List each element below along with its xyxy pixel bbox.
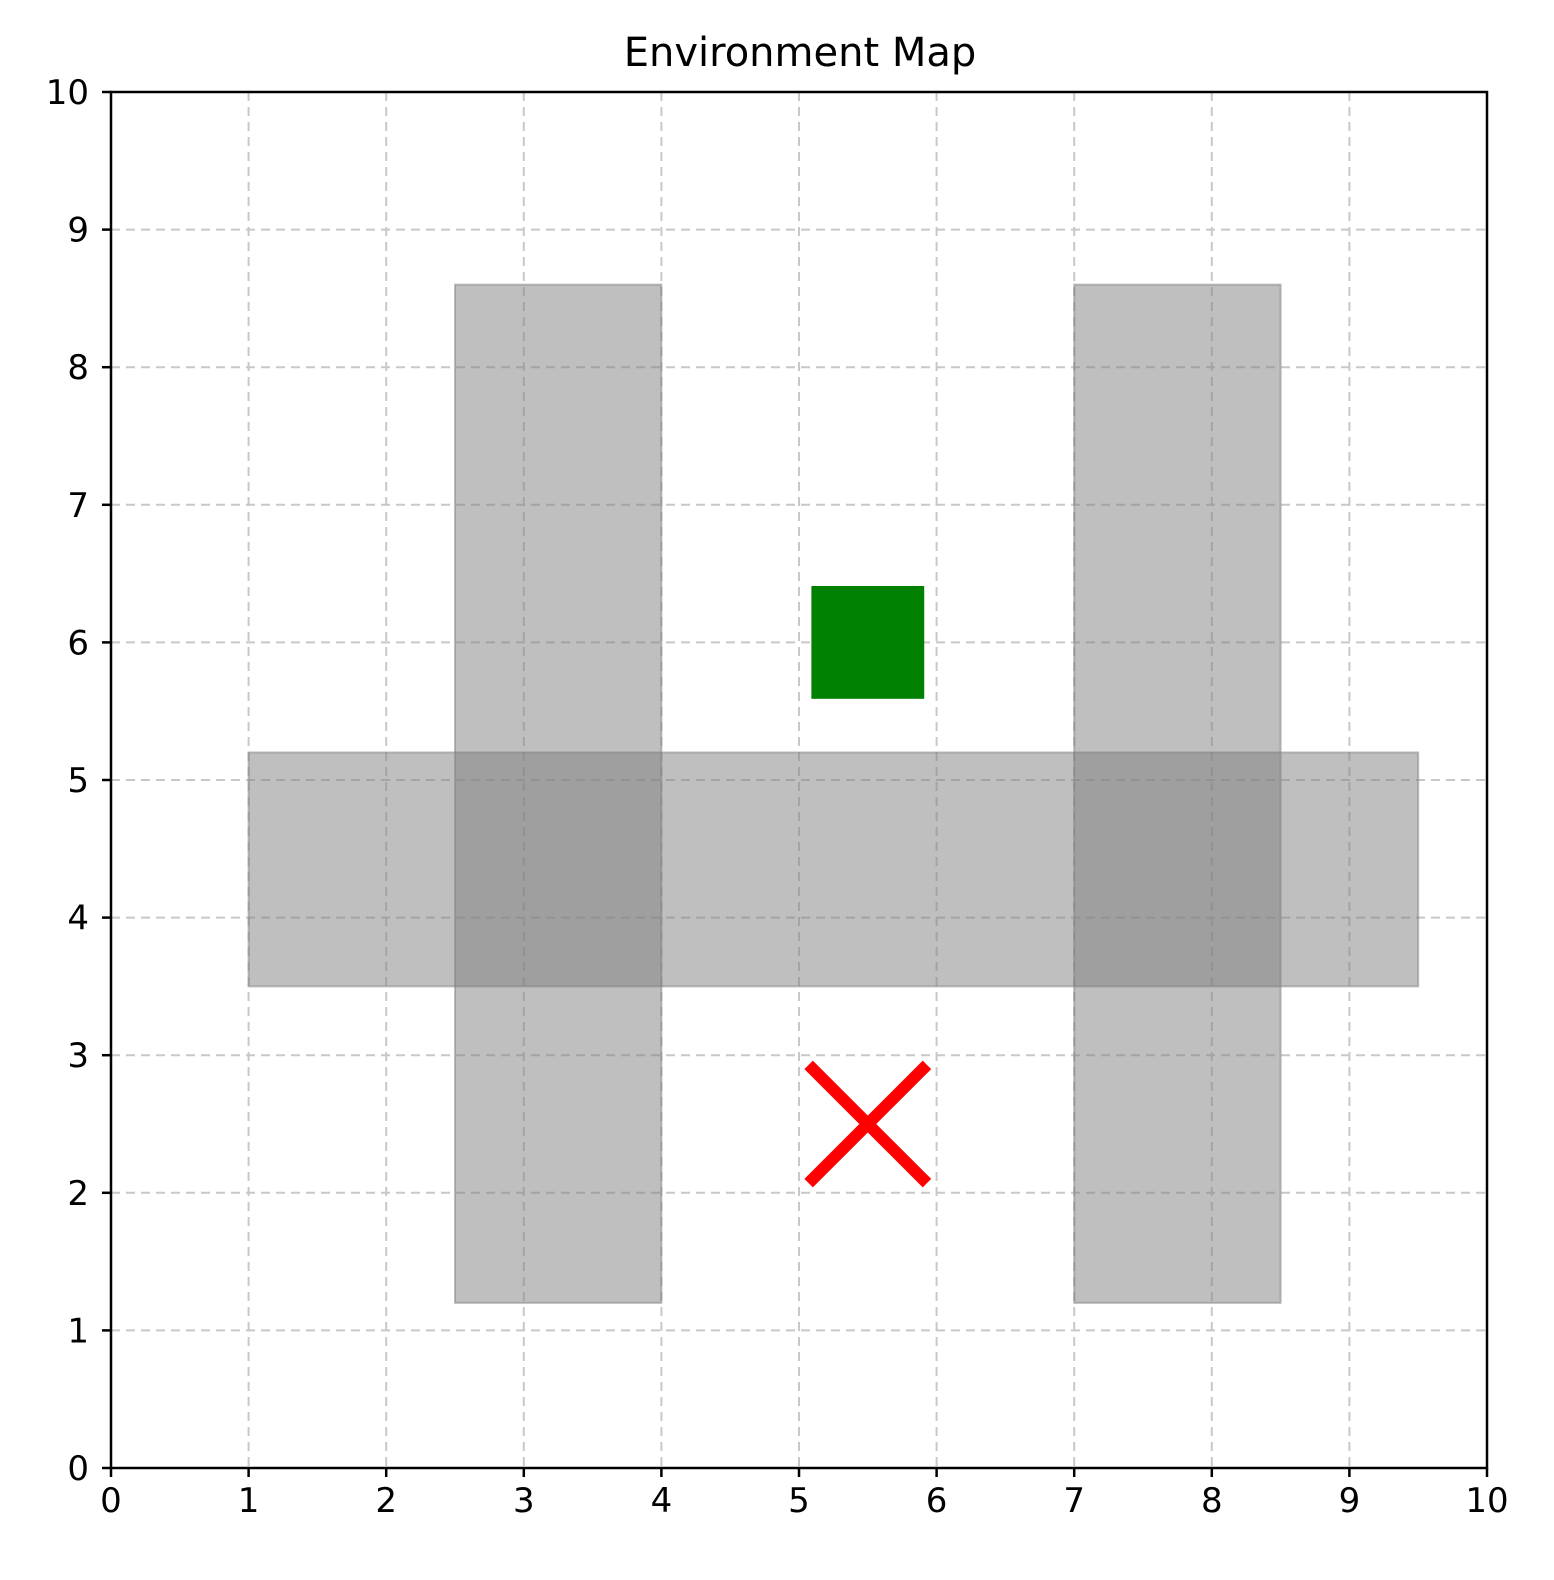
x-tick-label: 6: [926, 1481, 948, 1521]
obstacle-rect-3: [247, 751, 1420, 988]
x-tick-label: 2: [375, 1481, 397, 1521]
goal-marker: [811, 585, 925, 699]
y-tick-label: 4: [67, 899, 89, 939]
start-marker: [804, 1060, 932, 1188]
x-tick-label: 5: [788, 1481, 810, 1521]
x-tick-label: 0: [100, 1481, 122, 1521]
obstacles: [247, 283, 1420, 1304]
y-tick-label: 7: [67, 486, 89, 526]
y-tick-label: 0: [67, 1449, 89, 1489]
ticks: 0 1 2 3 4 5 6 7 8 9 10 0 1 2 3 4 5 6 7 8 9 10: [46, 73, 1509, 1521]
y-tick-label: 5: [67, 761, 89, 801]
x-tick-label: 1: [238, 1481, 260, 1521]
x-tick-label: 3: [513, 1481, 535, 1521]
x-tick-label: 10: [1465, 1481, 1508, 1521]
x-tick-label: 9: [1339, 1481, 1361, 1521]
x-tick-label: 4: [651, 1481, 673, 1521]
y-tick-label: 6: [67, 623, 89, 663]
y-tick-label: 9: [67, 211, 89, 251]
y-tick-label: 3: [67, 1036, 89, 1076]
x-tick-label: 8: [1201, 1481, 1223, 1521]
y-tick-label: 10: [46, 73, 89, 113]
start-marker-stroke-2: [804, 1060, 932, 1188]
y-tick-label: 2: [67, 1174, 89, 1214]
y-tick-label: 1: [67, 1311, 89, 1351]
markers: [804, 585, 932, 1188]
chart-title: Environment Map: [624, 30, 977, 76]
x-tick-label: 7: [1063, 1481, 1085, 1521]
y-tick-label: 8: [67, 348, 89, 388]
